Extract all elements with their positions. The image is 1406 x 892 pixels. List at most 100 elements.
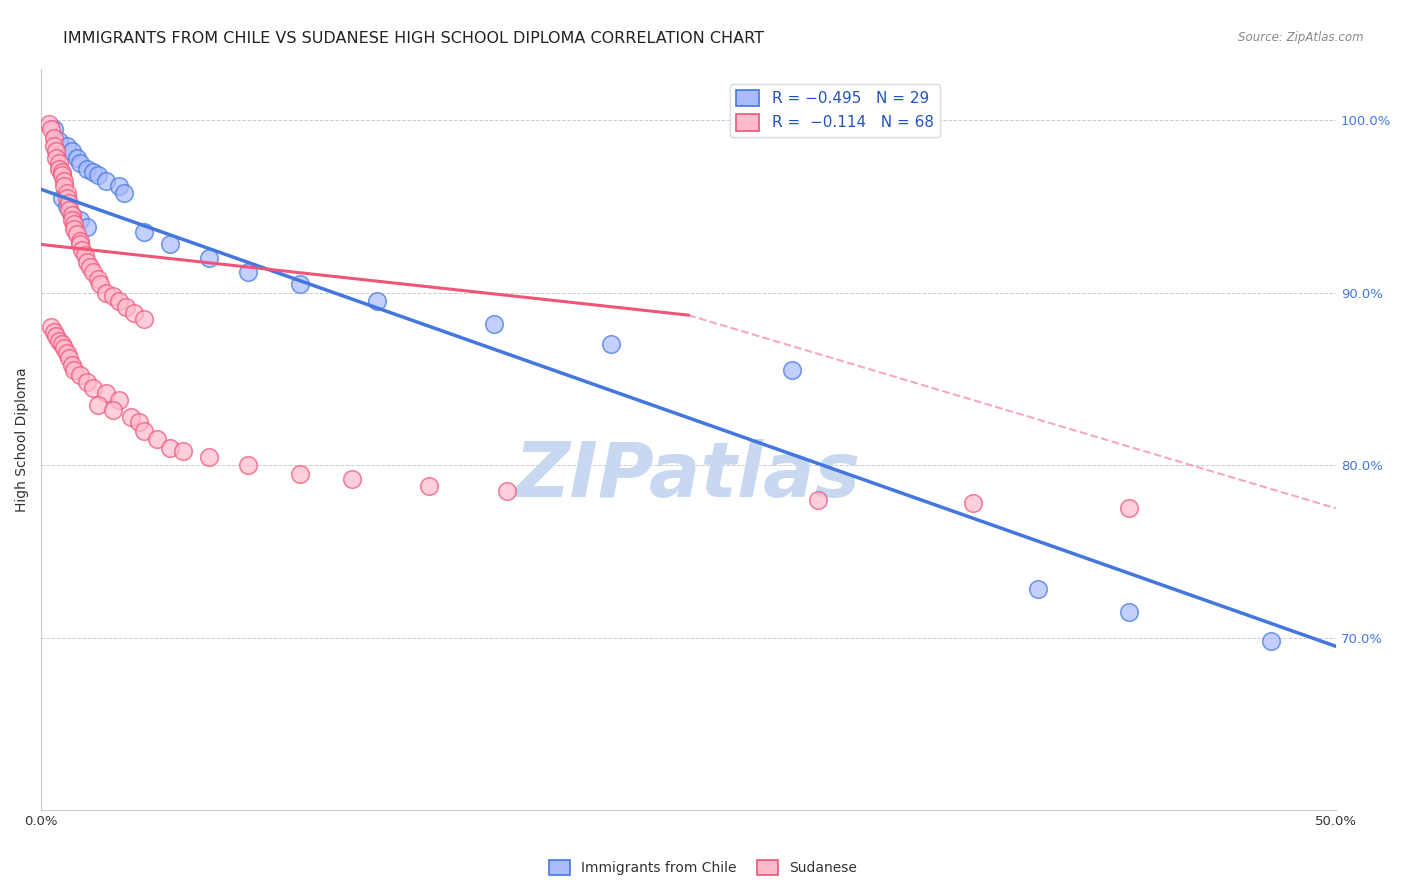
Point (48, 134, 70, 148)
Point (55, 191, 77, 205)
Point (69, 234, 91, 248)
Point (159, 237, 181, 252)
Point (94, 385, 117, 400)
Point (48, 161, 70, 176)
Point (45, 328, 67, 343)
Point (63, 217, 86, 231)
Point (38, 117, 60, 131)
Point (82, 380, 104, 394)
Point (780, 363, 803, 377)
Point (51, 169, 73, 183)
Point (134, 424, 156, 438)
Point (51, 191, 73, 205)
Point (112, 186, 135, 200)
Point (60, 208, 83, 222)
Point (134, 225, 156, 239)
Point (482, 317, 505, 331)
Point (288, 467, 311, 481)
Point (55, 186, 77, 200)
Point (58, 196, 80, 211)
Point (51, 337, 73, 351)
Point (55, 199, 77, 213)
Point (63, 363, 86, 377)
Point (53, 341, 76, 355)
Point (89, 277, 111, 291)
Point (366, 294, 388, 309)
Point (48, 156, 70, 170)
Point (128, 415, 150, 429)
Point (1260, 634, 1282, 648)
Point (107, 178, 129, 193)
Point (103, 403, 125, 417)
Point (134, 311, 156, 326)
Point (1118, 605, 1140, 619)
Point (69, 213, 91, 227)
Point (120, 409, 142, 424)
Point (69, 237, 91, 252)
Point (236, 265, 259, 279)
Point (53, 178, 76, 193)
Point (60, 145, 83, 159)
Point (58, 351, 80, 366)
Point (66, 227, 89, 241)
Point (45, 151, 67, 165)
Point (42, 326, 65, 340)
Point (39, 121, 62, 136)
Point (107, 294, 129, 309)
Legend: R = −0.495   N = 29, R =  −0.114   N = 68: R = −0.495 N = 29, R = −0.114 N = 68 (730, 84, 939, 136)
Point (418, 479, 440, 493)
Point (159, 441, 181, 455)
Point (340, 472, 363, 486)
Point (51, 165, 73, 179)
Point (79, 260, 101, 274)
Point (55, 346, 77, 360)
Point (70, 243, 93, 257)
Point (107, 392, 129, 407)
Point (599, 337, 621, 351)
Point (45, 145, 67, 159)
Point (76, 376, 98, 390)
Point (198, 450, 221, 464)
Text: ZIPatlas: ZIPatlas (515, 440, 862, 514)
Point (82, 265, 104, 279)
Point (55, 139, 77, 153)
Point (76, 220, 98, 235)
Legend: Immigrants from Chile, Sudanese: Immigrants from Chile, Sudanese (543, 855, 863, 880)
Point (42, 139, 65, 153)
Point (94, 173, 117, 187)
Point (962, 496, 984, 510)
Point (42, 121, 65, 136)
Point (69, 368, 91, 383)
Y-axis label: High School Diploma: High School Diploma (15, 367, 30, 512)
Point (60, 213, 83, 227)
Point (87, 272, 110, 286)
Point (39, 320, 62, 334)
Point (236, 458, 259, 472)
Point (288, 277, 311, 291)
Point (60, 208, 83, 222)
Text: Source: ZipAtlas.com: Source: ZipAtlas.com (1239, 31, 1364, 45)
Point (87, 398, 110, 412)
Point (42, 130, 65, 145)
Point (146, 432, 169, 446)
Point (807, 492, 830, 507)
Point (69, 156, 91, 170)
Text: IMMIGRANTS FROM CHILE VS SUDANESE HIGH SCHOOL DIPLOMA CORRELATION CHART: IMMIGRANTS FROM CHILE VS SUDANESE HIGH S… (63, 31, 765, 46)
Point (73, 248, 96, 262)
Point (82, 165, 104, 179)
Point (1026, 582, 1049, 597)
Point (1118, 501, 1140, 516)
Point (63, 222, 86, 236)
Point (66, 151, 89, 165)
Point (76, 254, 98, 268)
Point (122, 306, 145, 320)
Point (103, 289, 125, 303)
Point (53, 173, 76, 187)
Point (76, 161, 98, 176)
Point (58, 202, 80, 217)
Point (48, 334, 70, 348)
Point (60, 358, 83, 372)
Point (115, 300, 138, 314)
Point (496, 483, 519, 498)
Point (87, 169, 110, 183)
